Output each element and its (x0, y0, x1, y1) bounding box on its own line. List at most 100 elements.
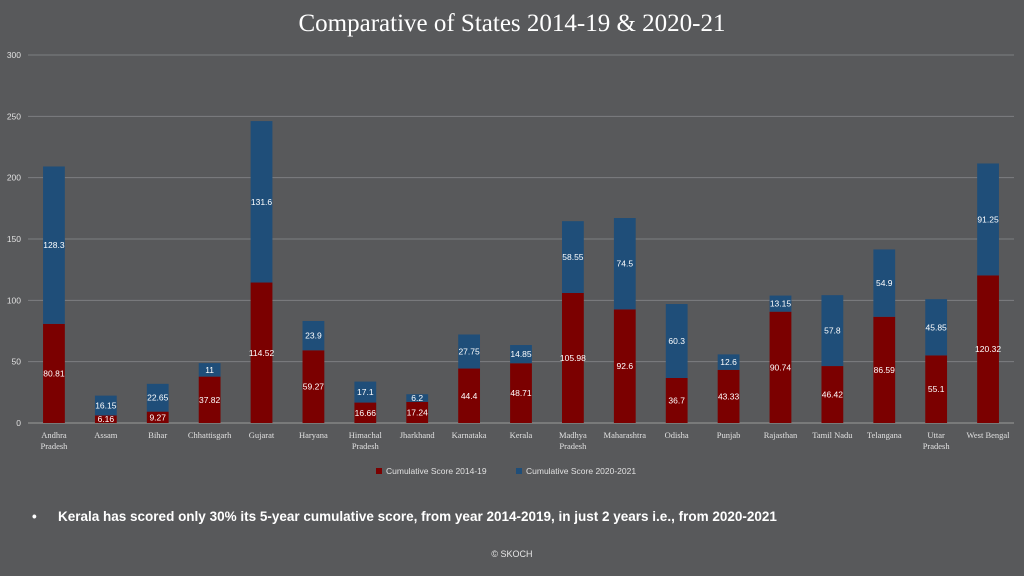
data-label: 13.15 (770, 299, 792, 309)
y-tick-label: 250 (7, 111, 21, 121)
bar-2014-19 (198, 376, 221, 423)
x-tick-label: Bihar (148, 430, 167, 440)
legend-label: Cumulative Score 2020-2021 (526, 466, 636, 476)
bar-2014-19 (250, 282, 273, 423)
data-label: 22.65 (147, 393, 169, 403)
bar-2014-19 (406, 401, 429, 423)
x-tick-label: Tamil Nadu (812, 430, 853, 440)
y-tick-label: 0 (16, 418, 21, 428)
y-axis: 0 50 100 150 200 250 300 (7, 50, 21, 428)
legend-swatch (376, 468, 382, 474)
bar-2020-21 (717, 354, 740, 370)
bar-2020-21 (146, 383, 169, 412)
bar-2020-21 (561, 221, 584, 293)
bar-2014-19 (146, 411, 169, 423)
data-label: 120.32 (975, 344, 1001, 354)
bar-2014-19 (769, 311, 792, 423)
bar-2014-19 (925, 355, 948, 423)
y-tick-label: 50 (12, 357, 22, 367)
data-label: 55.1 (928, 384, 945, 394)
note-bullet: • (32, 509, 37, 524)
bar-2014-19 (665, 377, 688, 423)
data-label: 17.24 (407, 407, 429, 417)
data-label: 59.27 (303, 382, 325, 392)
data-label: 46.42 (822, 390, 844, 400)
bar-2020-21 (198, 363, 221, 377)
bar-2020-21 (302, 320, 325, 351)
bar-2020-21 (43, 166, 65, 324)
x-tick-label: Jharkhand (400, 430, 436, 440)
bar-2020-21 (613, 218, 636, 310)
bar-2020-21 (458, 334, 481, 369)
bar-2020-21 (821, 295, 844, 367)
bars: 80.81 128.3 6.16 16.15 9.27 22.65 37.82 11 114.5… (43, 121, 1001, 424)
bar-2020-21 (510, 345, 532, 364)
bar-2020-21 (977, 163, 999, 276)
x-tick-label: Uttar Pradesh (923, 430, 951, 451)
data-label: 43.33 (718, 391, 740, 401)
data-label: 27.75 (458, 347, 480, 357)
chart-title: Comparative of States 2014-19 & 2020-21 (298, 10, 726, 37)
x-tick-label: Gujarat (249, 430, 275, 440)
data-label: 105.98 (560, 353, 586, 363)
bar-2014-19 (43, 323, 65, 423)
x-tick-label: Karnataka (452, 430, 487, 440)
bar-2020-21 (250, 121, 273, 283)
data-label: 91.25 (977, 214, 999, 224)
x-tick-label: Assam (94, 430, 118, 440)
data-label: 12.6 (720, 357, 737, 367)
x-tick-label: Telangana (867, 430, 902, 440)
x-tick-label: Madhya Pradesh (559, 430, 587, 451)
bar-2020-21 (406, 394, 429, 402)
bar-2014-19 (458, 368, 481, 423)
data-label: 54.9 (876, 278, 893, 288)
legend: Cumulative Score 2014-19 Cumulative Score… (376, 466, 636, 476)
stacked-bar-chart: 0 50 100 150 200 250 300 80.81 128.3 6.16 16.15 9.… (7, 50, 1014, 476)
bar-2020-21 (94, 395, 117, 416)
x-tick-label: Odisha (665, 430, 689, 440)
x-tick-label: Kerala (510, 430, 533, 440)
bar-2020-21 (354, 381, 377, 403)
data-label: 36.7 (668, 395, 685, 405)
bar-2014-19 (510, 363, 532, 423)
data-label: 60.3 (668, 336, 685, 346)
data-label: 44.4 (461, 391, 478, 401)
legend-swatch (516, 468, 522, 474)
data-label: 37.82 (199, 395, 221, 405)
data-label: 90.74 (770, 362, 792, 372)
bar-2014-19 (613, 309, 636, 423)
y-tick-label: 100 (7, 295, 21, 305)
data-label: 74.5 (617, 259, 634, 269)
data-label: 23.9 (305, 331, 322, 341)
legend-label: Cumulative Score 2014-19 (386, 466, 487, 476)
bar-2014-19 (354, 402, 377, 423)
data-label: 6.16 (98, 414, 115, 424)
bar-2014-19 (302, 350, 325, 423)
data-label: 16.15 (95, 401, 117, 411)
data-label: 16.66 (355, 408, 377, 418)
x-axis: Andhra Pradesh Assam Bihar Chhattisgarh Gujar… (40, 430, 1010, 451)
x-tick-label: Rajasthan (764, 430, 798, 440)
bar-2014-19 (821, 366, 844, 423)
bar-2014-19 (717, 369, 740, 423)
data-label: 14.85 (510, 349, 532, 359)
x-tick-label: Andhra Pradesh (40, 430, 68, 451)
data-label: 6.2 (411, 393, 423, 403)
data-label: 114.52 (249, 348, 275, 358)
bar-2020-21 (873, 249, 896, 317)
data-label: 80.81 (43, 368, 65, 378)
data-label: 57.8 (824, 326, 841, 336)
data-label: 86.59 (874, 365, 896, 375)
data-label: 9.27 (149, 412, 166, 422)
data-label: 131.6 (251, 197, 273, 207)
bar-2014-19 (873, 316, 896, 423)
x-tick-label: Himachal Pradesh (349, 430, 383, 451)
x-tick-label: Punjab (717, 430, 741, 440)
data-label: 48.71 (510, 388, 532, 398)
y-tick-label: 300 (7, 50, 21, 60)
bar-2020-21 (769, 295, 792, 312)
y-tick-label: 200 (7, 173, 21, 183)
x-tick-label: Maharashtra (604, 430, 647, 440)
note-text: • Kerala has scored only 30% its 5-year c… (32, 509, 777, 524)
data-label: 92.6 (617, 361, 634, 371)
